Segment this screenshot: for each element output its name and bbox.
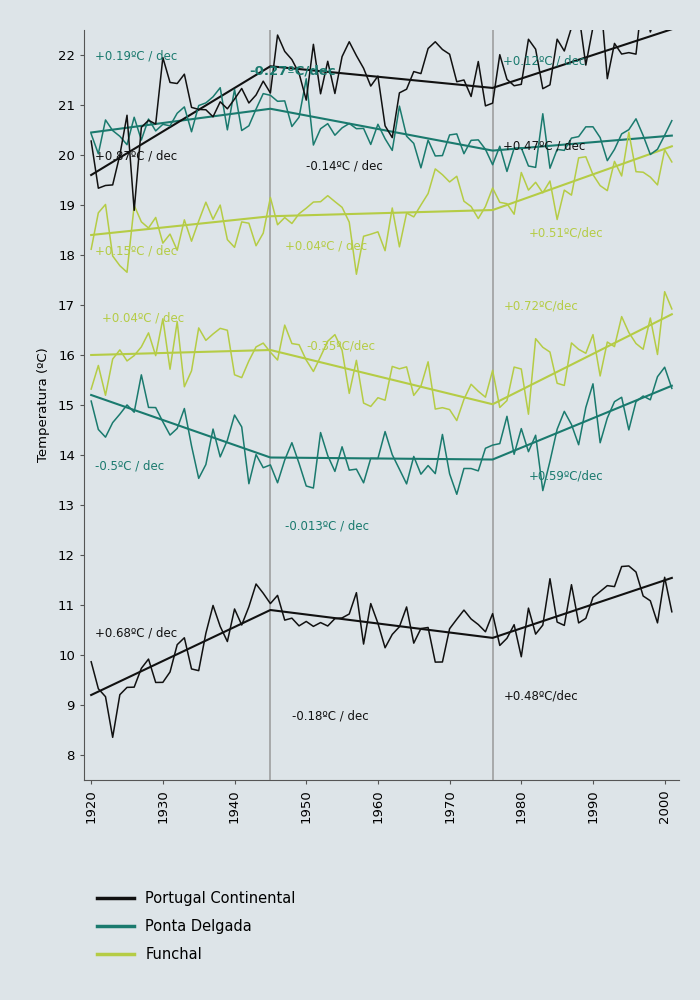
Text: +0.87ºC / dec: +0.87ºC / dec bbox=[94, 149, 177, 162]
Text: +0.68ºC / dec: +0.68ºC / dec bbox=[94, 627, 177, 640]
Text: -0.18ºC / dec: -0.18ºC / dec bbox=[292, 710, 368, 722]
Text: +0.04ºC / dec: +0.04ºC / dec bbox=[102, 312, 184, 325]
Text: +0.47ºC / dec: +0.47ºC / dec bbox=[503, 139, 586, 152]
Text: -0.5ºC / dec: -0.5ºC / dec bbox=[94, 460, 164, 473]
Text: -0.35ºC/dec: -0.35ºC/dec bbox=[306, 340, 375, 353]
Text: +0.51ºC/dec: +0.51ºC/dec bbox=[528, 227, 603, 240]
Text: -0.013ºC / dec: -0.013ºC / dec bbox=[285, 520, 369, 532]
Text: +0.19ºC / dec: +0.19ºC / dec bbox=[94, 49, 177, 62]
Text: +0.04ºC / dec: +0.04ºC / dec bbox=[285, 239, 367, 252]
Text: -0.14ºC / dec: -0.14ºC / dec bbox=[306, 160, 383, 173]
Y-axis label: Temperatura (ºC): Temperatura (ºC) bbox=[36, 348, 50, 462]
Text: +0.59ºC/dec: +0.59ºC/dec bbox=[528, 470, 603, 483]
Text: +0.72ºC/dec: +0.72ºC/dec bbox=[503, 299, 578, 312]
Text: -0.27ºC/dec: -0.27ºC/dec bbox=[249, 64, 335, 78]
Text: +0.15ºC / dec: +0.15ºC / dec bbox=[94, 244, 177, 257]
Text: +0.12ºC / dec: +0.12ºC / dec bbox=[503, 54, 586, 68]
Text: +0.48ºC/dec: +0.48ºC/dec bbox=[503, 690, 578, 702]
Legend: Portugal Continental, Ponta Delgada, Funchal: Portugal Continental, Ponta Delgada, Fun… bbox=[91, 885, 302, 968]
